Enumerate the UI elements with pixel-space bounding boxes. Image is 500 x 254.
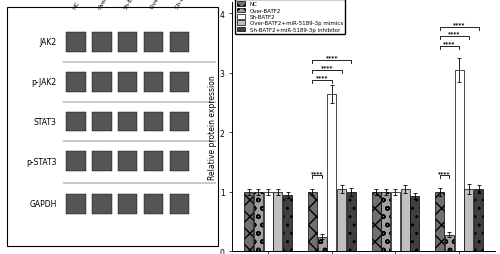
Text: p-STAT3: p-STAT3 <box>26 157 56 166</box>
Bar <box>66 33 86 52</box>
Text: Over-BATF2+miR-5189-3p mimic: Over-BATF2+miR-5189-3p mimic <box>150 0 202 10</box>
Text: ****: **** <box>443 41 456 46</box>
Y-axis label: Relative protein expression: Relative protein expression <box>208 75 217 179</box>
Bar <box>328 94 336 251</box>
Bar <box>92 72 112 92</box>
Bar <box>347 192 356 251</box>
Bar <box>170 152 189 172</box>
Bar <box>144 72 164 92</box>
Bar <box>474 189 483 251</box>
Text: Sh-BATF2+miR-5189-3p inhibitor: Sh-BATF2+miR-5189-3p inhibitor <box>175 0 228 10</box>
Bar <box>66 152 86 172</box>
Bar <box>318 237 326 251</box>
Bar <box>283 195 292 251</box>
Bar <box>118 152 138 172</box>
Bar <box>170 112 189 132</box>
Bar <box>66 194 86 214</box>
Bar <box>244 192 253 251</box>
Text: ****: **** <box>438 170 451 175</box>
Bar <box>337 189 346 251</box>
Bar <box>144 112 164 132</box>
Text: ****: **** <box>316 75 328 80</box>
Legend: NC, Over-BATF2, Sh-BATF2, Over-BATF2+miR-5189-3p mimics, Sh-BATF2+miR-5189-3p in: NC, Over-BATF2, Sh-BATF2, Over-BATF2+miR… <box>235 0 345 35</box>
Text: STAT3: STAT3 <box>34 118 56 126</box>
Text: ****: **** <box>448 31 460 36</box>
Text: JAK2: JAK2 <box>40 38 56 47</box>
Text: Sh-BATF2: Sh-BATF2 <box>124 0 142 10</box>
Bar <box>254 192 263 251</box>
Bar <box>372 192 380 251</box>
Bar <box>391 192 400 251</box>
Bar <box>435 192 444 251</box>
Bar <box>92 112 112 132</box>
Bar <box>92 152 112 172</box>
Text: GAPDH: GAPDH <box>30 200 56 209</box>
Bar <box>118 112 138 132</box>
Text: p-JAK2: p-JAK2 <box>32 78 56 87</box>
Text: ****: **** <box>320 65 333 70</box>
Bar <box>170 33 189 52</box>
Bar <box>118 194 138 214</box>
Bar <box>170 194 189 214</box>
Text: ****: **** <box>326 55 338 60</box>
Bar <box>118 72 138 92</box>
Bar <box>464 189 473 251</box>
Bar <box>382 192 390 251</box>
Text: NC: NC <box>72 0 80 10</box>
Bar <box>66 72 86 92</box>
Bar <box>170 72 189 92</box>
Bar <box>445 235 454 251</box>
Bar <box>454 71 464 251</box>
Text: ****: **** <box>453 22 466 27</box>
Bar <box>66 112 86 132</box>
Bar <box>274 192 282 251</box>
Text: Over-BATF2: Over-BATF2 <box>98 0 119 10</box>
Bar <box>410 196 420 251</box>
Bar <box>144 152 164 172</box>
Bar <box>264 192 272 251</box>
Text: ****: **** <box>311 170 324 175</box>
Bar <box>118 33 138 52</box>
Bar <box>144 33 164 52</box>
Bar <box>400 189 409 251</box>
Bar <box>92 194 112 214</box>
Bar <box>308 192 317 251</box>
Bar <box>92 33 112 52</box>
Bar <box>144 194 164 214</box>
